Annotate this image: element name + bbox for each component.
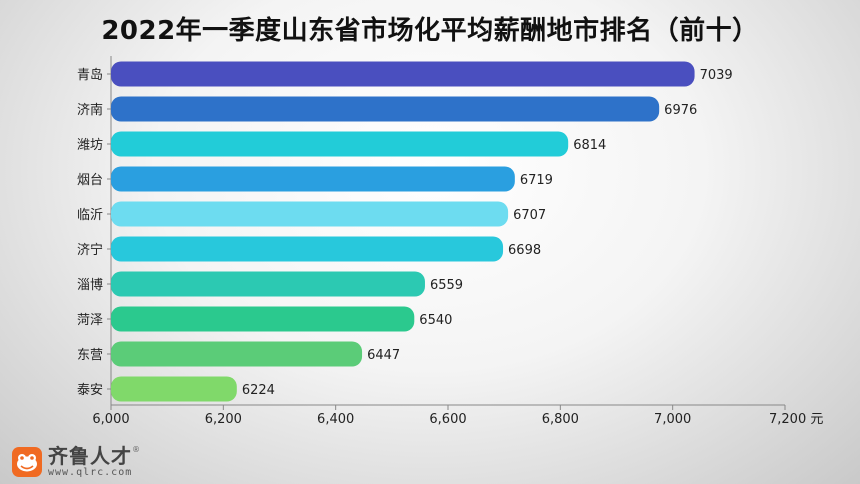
x-tick-label: 6,600: [429, 412, 466, 427]
frog-icon: [12, 447, 42, 477]
bar: [111, 271, 425, 297]
category-label: 东营: [77, 348, 103, 363]
brand-logo: 齐鲁人才® www.qlrc.com: [12, 446, 140, 478]
value-label: 6976: [664, 103, 697, 118]
x-tick-label: 7,000: [654, 412, 691, 427]
category-label: 济南: [77, 102, 103, 118]
brand-name: 齐鲁人才: [48, 444, 132, 468]
value-label: 6224: [242, 383, 275, 398]
category-label: 临沂: [77, 208, 103, 223]
bar-chart: 6,000 6,200 6,400 6,600 6,800 7,000 7,200 元 青岛 7…: [77, 56, 823, 427]
bar: [111, 131, 569, 157]
category-label: 淄博: [77, 278, 103, 293]
x-tick-label: 6,800: [542, 412, 579, 427]
bar: [111, 236, 504, 262]
brand-url: www.qlrc.com: [48, 467, 133, 478]
bar: [111, 201, 509, 227]
bar: [111, 341, 363, 367]
category-label: 潍坊: [77, 138, 103, 153]
value-label: 6814: [573, 138, 606, 153]
bar: [111, 61, 695, 87]
bar: [111, 376, 237, 402]
category-label: 泰安: [77, 383, 103, 398]
value-label: 6540: [419, 313, 452, 328]
category-label: 菏泽: [77, 313, 103, 328]
value-label: 6559: [430, 278, 463, 293]
x-tick-label: 7,200 元: [769, 412, 823, 427]
bar: [111, 166, 515, 192]
value-label: 6719: [520, 173, 553, 188]
chart-title: 2022年一季度山东省市场化平均薪酬地市排名（前十）: [101, 16, 759, 46]
category-label: 济宁: [77, 242, 103, 258]
value-label: 6698: [508, 243, 541, 258]
x-tick-label: 6,400: [317, 412, 354, 427]
bar: [111, 306, 415, 332]
registered-mark: ®: [132, 445, 140, 454]
value-label: 7039: [700, 68, 733, 83]
category-label: 烟台: [77, 173, 103, 188]
x-tick-label: 6,200: [205, 412, 242, 427]
value-label: 6447: [367, 348, 400, 363]
category-label: 青岛: [77, 67, 103, 83]
bar: [111, 96, 660, 122]
value-label: 6707: [513, 208, 546, 223]
x-tick-label: 6,000: [92, 412, 129, 427]
